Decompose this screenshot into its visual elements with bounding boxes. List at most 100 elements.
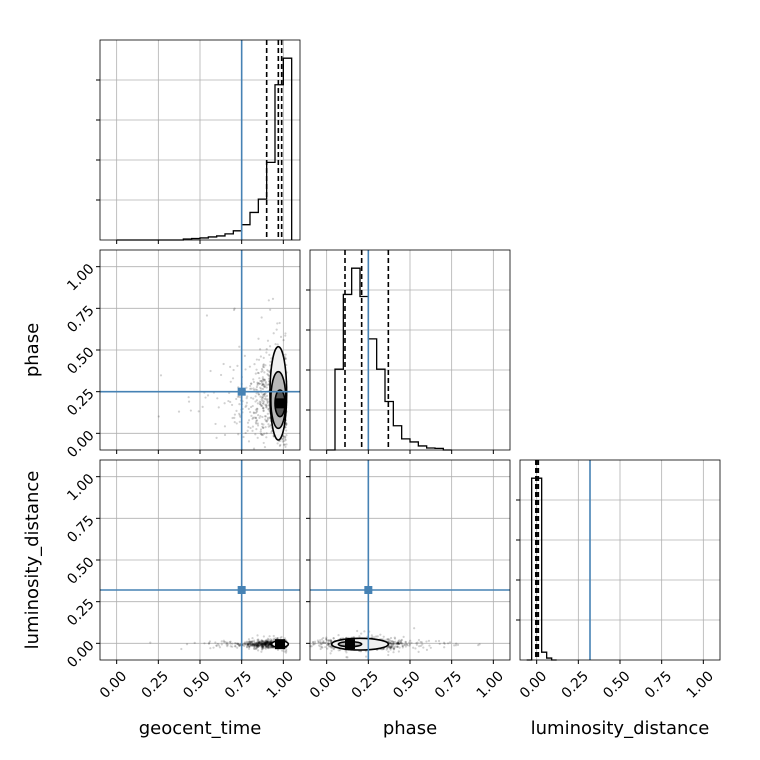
- scatter-point: [267, 640, 270, 643]
- scatter-point: [261, 645, 264, 648]
- scatter-point: [454, 644, 458, 647]
- x-tick-label: 0.25: [139, 668, 172, 701]
- scatter-point: [225, 642, 228, 645]
- scatter-point: [262, 646, 265, 650]
- density-peak: [275, 639, 285, 650]
- scatter-point: [420, 641, 423, 644]
- scatter-point: [263, 415, 267, 418]
- scatter-point: [212, 646, 215, 649]
- scatter-point: [272, 634, 275, 638]
- scatter-point: [246, 395, 249, 398]
- scatter-point: [398, 639, 401, 642]
- scatter-point: [325, 637, 328, 641]
- scatter-point: [261, 645, 264, 648]
- scatter-point: [268, 374, 271, 377]
- scatter-point: [396, 645, 399, 648]
- scatter-point: [217, 644, 221, 647]
- scatter-point: [376, 635, 379, 638]
- scatter-point: [393, 647, 396, 650]
- scatter-point: [388, 646, 392, 649]
- scatter-point: [279, 335, 283, 338]
- scatter-point: [263, 643, 267, 646]
- scatter-point: [157, 415, 160, 418]
- scatter-point: [220, 640, 223, 643]
- scatter-point: [252, 411, 255, 414]
- panel-geocent_time-luminosity_distance: [99, 459, 301, 661]
- scatter-point: [252, 412, 256, 415]
- y-tick-label: 1.00: [64, 261, 97, 294]
- scatter-point: [267, 644, 270, 647]
- scatter-point: [261, 376, 264, 379]
- scatter-point: [237, 433, 240, 436]
- scatter-point: [203, 642, 206, 645]
- scatter-point: [258, 643, 261, 646]
- scatter-point: [396, 643, 399, 646]
- scatter-point: [247, 425, 250, 429]
- scatter-point: [401, 645, 404, 648]
- scatter-point: [260, 367, 264, 371]
- scatter-point: [285, 423, 288, 426]
- scatter-point: [265, 640, 269, 643]
- scatter-point: [268, 353, 271, 356]
- scatter-point: [267, 645, 270, 649]
- scatter-point: [373, 636, 376, 639]
- scatter-point: [260, 398, 263, 401]
- scatter-point: [266, 368, 269, 372]
- scatter-point: [263, 641, 266, 644]
- scatter-point: [387, 653, 390, 657]
- scatter-point: [250, 644, 253, 647]
- scatter-point: [324, 641, 327, 644]
- scatter-point: [250, 641, 253, 645]
- scatter-point: [229, 642, 232, 645]
- scatter-point: [281, 437, 284, 440]
- scatter-point: [233, 413, 237, 416]
- scatter-point: [284, 357, 288, 360]
- scatter-point: [234, 645, 237, 648]
- scatter-point: [247, 638, 251, 641]
- scatter-point: [279, 636, 282, 640]
- scatter-point: [266, 641, 269, 644]
- scatter-point: [266, 645, 269, 648]
- scatter-point: [264, 643, 268, 646]
- scatter-point: [238, 403, 241, 406]
- scatter-point: [266, 383, 269, 386]
- scatter-point: [265, 420, 268, 423]
- scatter-point: [248, 365, 252, 368]
- scatter-point: [264, 380, 267, 384]
- scatter-point: [284, 435, 287, 439]
- scatter-point: [232, 368, 235, 372]
- scatter-point: [327, 645, 331, 648]
- scatter-point: [261, 387, 265, 391]
- scatter-point: [244, 642, 247, 645]
- scatter-point: [257, 414, 260, 417]
- scatter-point: [254, 647, 257, 650]
- scatter-point: [229, 640, 232, 643]
- scatter-point: [264, 643, 268, 647]
- scatter-point: [332, 648, 336, 651]
- scatter-point: [189, 409, 192, 412]
- scatter-point: [249, 641, 252, 644]
- scatter-point: [396, 641, 399, 645]
- scatter-point: [263, 393, 266, 396]
- scatter-point: [258, 641, 261, 644]
- scatter-point: [259, 644, 262, 647]
- scatter-point: [260, 643, 263, 646]
- scatter-point: [266, 641, 270, 645]
- scatter-point: [247, 440, 251, 443]
- scatter-point: [243, 354, 246, 358]
- scatter-point: [249, 396, 253, 399]
- y-axis-label-luminosity_distance: luminosity_distance: [22, 471, 43, 650]
- truth-marker: [237, 387, 246, 396]
- scatter-point: [264, 647, 267, 650]
- scatter-point: [317, 640, 320, 644]
- scatter-point: [246, 643, 249, 646]
- scatter-point: [255, 422, 258, 425]
- x-axis-label-geocent_time: geocent_time: [139, 718, 262, 739]
- scatter-point: [243, 642, 246, 646]
- scatter-point: [327, 642, 330, 645]
- scatter-point: [397, 640, 400, 643]
- scatter-point: [223, 402, 226, 405]
- histogram-luminosity_distance: [526, 477, 557, 661]
- scatter-point: [265, 645, 268, 649]
- scatter-point: [406, 644, 409, 647]
